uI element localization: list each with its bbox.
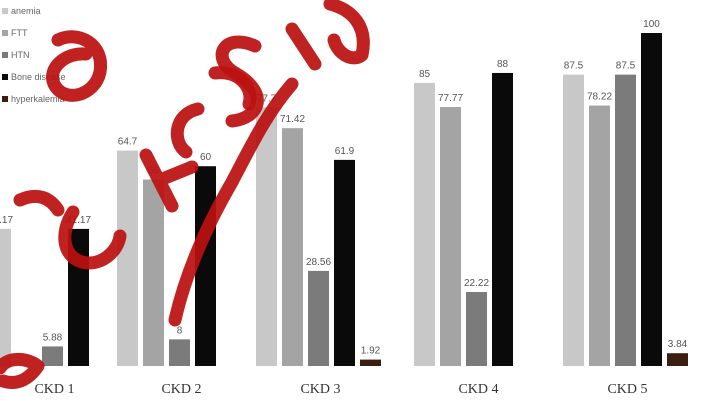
watermark-stroke bbox=[292, 29, 315, 64]
watermark-stroke bbox=[20, 196, 58, 210]
category-label: CKD 2 bbox=[161, 382, 201, 397]
bar-htn-ckd-3 bbox=[308, 271, 329, 366]
bar-bone-disease-ckd-4 bbox=[492, 73, 513, 366]
bar-hyperkalemia-ckd-5 bbox=[667, 353, 688, 366]
bar-htn-ckd-1 bbox=[42, 346, 63, 366]
value-label: 77.77 bbox=[438, 93, 463, 104]
category-label: CKD 1 bbox=[34, 382, 74, 397]
value-label: 1.92 bbox=[361, 346, 381, 357]
bars-layer bbox=[0, 33, 688, 366]
value-label: 8 bbox=[177, 325, 183, 336]
value-label: 64.7 bbox=[118, 137, 138, 148]
value-label: 5.88 bbox=[43, 332, 63, 343]
bar-bone-disease-ckd-3 bbox=[334, 160, 355, 366]
value-label: 61.9 bbox=[335, 146, 355, 157]
bar-anemia-ckd-5 bbox=[563, 75, 584, 366]
legend-swatch bbox=[2, 74, 8, 80]
legend-label: anemia bbox=[11, 6, 41, 16]
watermark-stroke bbox=[330, 4, 363, 58]
value-label: 78.22 bbox=[587, 92, 612, 103]
value-label: 3.84 bbox=[668, 339, 688, 350]
category-label: CKD 3 bbox=[300, 382, 340, 397]
bar-ftt-ckd-4 bbox=[440, 107, 461, 366]
bar-htn-ckd-5 bbox=[615, 75, 636, 366]
bar-htn-ckd-2 bbox=[169, 339, 190, 366]
value-label: 87.5 bbox=[564, 61, 584, 72]
legend-swatch bbox=[2, 96, 8, 102]
value-label: 41.17 bbox=[0, 215, 13, 226]
bar-ftt-ckd-3 bbox=[282, 128, 303, 366]
value-label: 85 bbox=[419, 69, 431, 80]
bar-hyperkalemia-ckd-3 bbox=[360, 360, 381, 366]
category-labels-layer: CKD 1 CKD 2 CKD 3 CKD 4 CKD 5 bbox=[34, 382, 647, 397]
legend-label: FTT bbox=[11, 28, 28, 38]
legend-swatch bbox=[2, 52, 8, 58]
value-label: 100 bbox=[643, 19, 660, 30]
watermark-stroke bbox=[53, 37, 101, 96]
bar-anemia-ckd-1 bbox=[0, 229, 11, 366]
watermark-stroke bbox=[222, 42, 257, 121]
legend-swatch bbox=[2, 30, 8, 36]
watermark-stroke bbox=[0, 359, 38, 382]
value-label: 88 bbox=[497, 59, 509, 70]
bar-ftt-ckd-2 bbox=[143, 180, 164, 366]
category-label: CKD 5 bbox=[607, 382, 647, 397]
value-label: 28.56 bbox=[306, 257, 331, 268]
bar-anemia-ckd-2 bbox=[117, 151, 138, 366]
value-label: 87.5 bbox=[616, 61, 636, 72]
legend-swatch bbox=[2, 8, 8, 14]
legend-label: HTN bbox=[11, 50, 30, 60]
value-label: 71.42 bbox=[280, 114, 305, 125]
category-label: CKD 4 bbox=[458, 382, 498, 397]
bar-bone-disease-ckd-5 bbox=[641, 33, 662, 366]
bar-anemia-ckd-4 bbox=[414, 83, 435, 366]
bar-htn-ckd-4 bbox=[466, 292, 487, 366]
bar-anemia-ckd-3 bbox=[256, 107, 277, 366]
value-label: 22.22 bbox=[464, 278, 489, 289]
bar-ftt-ckd-5 bbox=[589, 106, 610, 366]
value-label: 60 bbox=[200, 152, 212, 163]
